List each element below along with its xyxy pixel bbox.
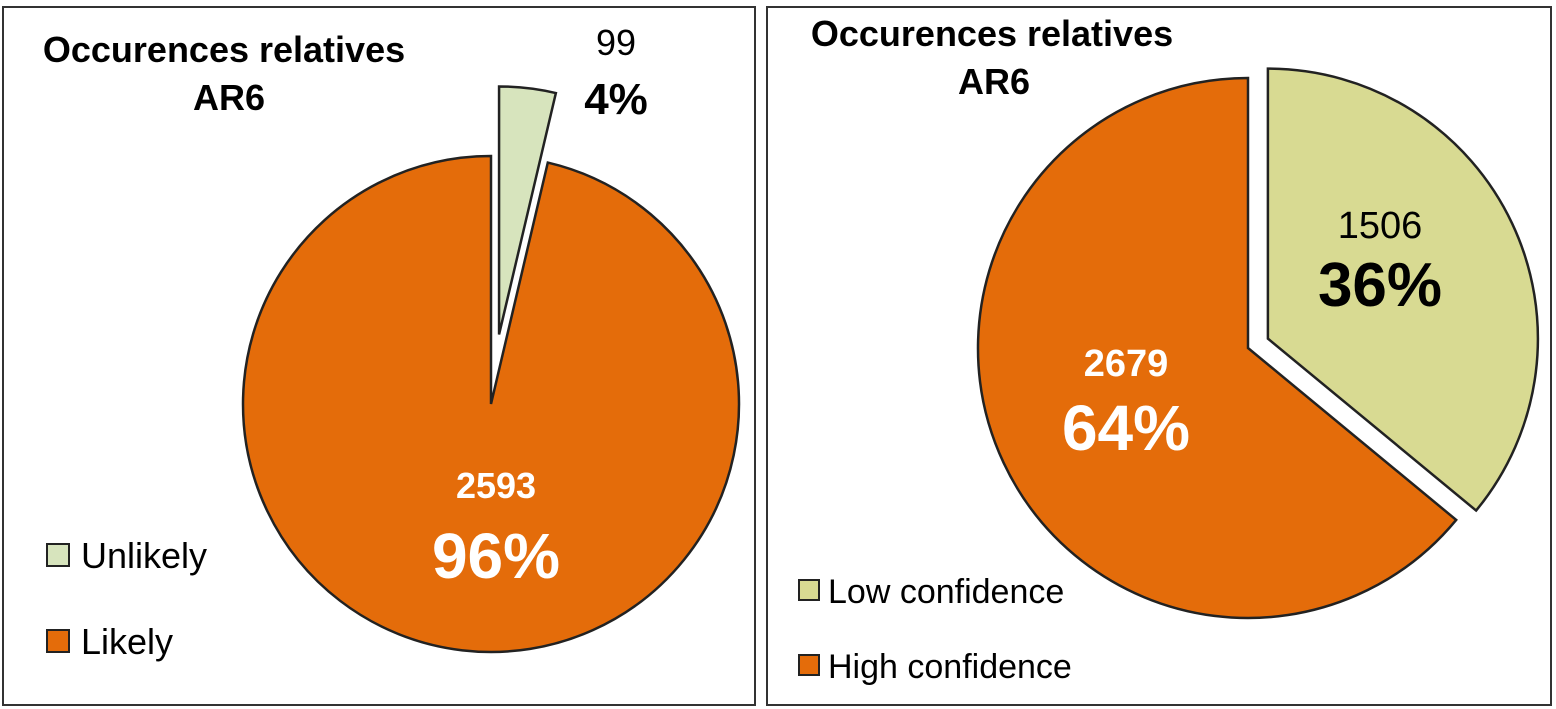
data-label-percent-high-confidence: 64%: [1062, 392, 1190, 464]
chart-panel-right: Occurences relatives AR6 1506 36% 2679 6…: [766, 6, 1552, 706]
pie-slice-likely: [241, 154, 741, 654]
data-label-count-low-confidence: 1506: [1338, 205, 1423, 247]
data-label-percent-likely: 96%: [432, 520, 560, 592]
legend-swatch-likely: [46, 629, 70, 653]
pie-slice-low-confidence: [1266, 67, 1540, 513]
legend-label-high-confidence: High confidence: [828, 648, 1072, 686]
data-label-count-unlikely: 99: [596, 22, 636, 63]
legend-swatch-high-confidence: [798, 654, 820, 676]
legend-label-unlikely: Unlikely: [81, 535, 207, 576]
data-label-percent-low-confidence: 36%: [1318, 251, 1442, 320]
data-label-count-high-confidence: 2679: [1084, 343, 1169, 385]
chart-title-line-1: Occurences relatives: [43, 29, 405, 70]
legend-swatch-low-confidence: [798, 579, 820, 601]
legend-swatch-unlikely: [46, 543, 70, 567]
data-label-count-likely: 2593: [456, 465, 536, 506]
legend-label-low-confidence: Low confidence: [828, 573, 1064, 611]
pie-slice-high-confidence: [976, 76, 1458, 620]
chart-panel-left: Occurences relatives AR6 99 4% 2593 96% …: [2, 6, 756, 706]
pie-chart-right: Occurences relatives AR6 1506 36% 2679 6…: [798, 13, 1540, 686]
chart-title-line-2: AR6: [958, 61, 1030, 102]
chart-title-line-2: AR6: [193, 77, 265, 118]
chart-title-line-1: Occurences relatives: [811, 13, 1173, 54]
pie-chart-left: Occurences relatives AR6 99 4% 2593 96% …: [43, 22, 741, 662]
legend-label-likely: Likely: [81, 621, 173, 662]
pie-slice-unlikely: [497, 85, 558, 335]
data-label-percent-unlikely: 4%: [584, 75, 648, 124]
